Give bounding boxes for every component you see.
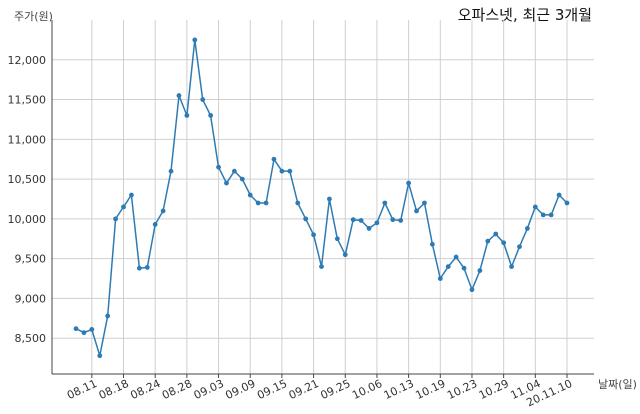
y-tick-label: 10,000 [8, 213, 47, 226]
data-point [493, 231, 499, 237]
data-point [279, 168, 285, 174]
x-tick-label: 08.28 [160, 377, 194, 402]
y-tick-label: 11,500 [8, 94, 47, 107]
data-point [144, 265, 150, 270]
data-point [263, 200, 269, 206]
data-point [525, 226, 530, 231]
x-tick-label: 09.25 [318, 377, 352, 402]
data-point [429, 241, 435, 247]
data-point [556, 192, 562, 198]
data-point [73, 326, 79, 332]
data-point [327, 196, 332, 202]
data-point [231, 168, 237, 174]
data-point [477, 268, 483, 273]
data-point [358, 218, 364, 223]
data-point [239, 176, 245, 182]
data-point [366, 226, 372, 231]
data-point [548, 212, 554, 218]
data-point [382, 200, 388, 206]
grid [52, 20, 594, 374]
data-point [160, 208, 166, 214]
data-point [97, 353, 103, 359]
data-point [255, 200, 261, 206]
data-point [216, 164, 221, 170]
y-tick-label: 12,000 [8, 54, 47, 67]
data-point [509, 264, 514, 270]
data-point [334, 236, 340, 242]
series-line-layer [75, 39, 568, 356]
data-point [414, 208, 419, 214]
data-point [208, 113, 214, 118]
data-point [224, 180, 229, 186]
data-point [105, 313, 111, 319]
data-point [540, 212, 546, 218]
chart-title: 오파스넷, 최근 3개월 [457, 6, 592, 24]
data-point [461, 265, 467, 271]
data-point [113, 216, 118, 222]
data-point [129, 192, 134, 198]
x-tick-label: 09.21 [287, 377, 321, 402]
x-tick-label: 08.18 [97, 377, 131, 402]
data-point [469, 287, 475, 293]
data-point [168, 168, 174, 174]
data-points [73, 37, 570, 359]
data-point [303, 216, 309, 222]
x-tick-label: 10.13 [382, 377, 416, 402]
y-axis-label: 주가(원) [14, 10, 53, 23]
data-point [200, 97, 206, 102]
data-point [350, 217, 356, 223]
x-axis-label: 날짜(일) [598, 378, 637, 391]
data-point [485, 238, 491, 244]
data-point [271, 156, 277, 162]
data-point [445, 264, 451, 270]
x-tick-label: 10.19 [414, 377, 448, 402]
data-point [406, 180, 412, 186]
data-point [422, 200, 427, 206]
x-tick-label: 10.23 [445, 377, 479, 402]
data-point [121, 204, 126, 210]
data-point [532, 204, 538, 210]
data-point [136, 265, 142, 271]
y-tick-label: 8,500 [15, 332, 47, 345]
x-tick-label: 10.29 [477, 377, 511, 402]
y-tick-label: 9,000 [15, 292, 47, 305]
tick-labels: 8,500 9,000 9,500 10,000 10,500 11,000 11,500 1… [8, 54, 575, 410]
data-point [517, 244, 522, 250]
data-point [81, 330, 87, 336]
data-point [184, 113, 190, 118]
data-point [247, 192, 253, 198]
data-point [437, 276, 443, 281]
data-point [311, 232, 316, 238]
x-tick-label: 10.06 [350, 377, 384, 402]
data-point [374, 220, 380, 226]
data-point [287, 168, 293, 174]
x-tick-label: 08.11 [65, 377, 99, 402]
x-tick-label: 09.15 [255, 377, 289, 402]
x-tick-label: 08.24 [128, 377, 162, 402]
data-point [342, 252, 348, 258]
data-point [398, 218, 404, 223]
data-point [564, 200, 570, 206]
x-tick-label: 09.09 [223, 377, 257, 402]
data-point [176, 93, 182, 98]
axes [51, 20, 594, 378]
x-tick-label: 09.03 [192, 377, 226, 402]
data-point [319, 264, 324, 270]
data-point [295, 200, 301, 206]
data-point [390, 217, 396, 223]
y-tick-label: 11,000 [8, 133, 47, 146]
y-tick-label: 10,500 [8, 173, 47, 186]
y-tick-label: 9,500 [15, 253, 47, 266]
data-point [152, 222, 158, 227]
data-point [89, 327, 95, 332]
data-point [501, 240, 507, 246]
data-point [453, 254, 459, 260]
series-line [75, 39, 568, 356]
data-point [192, 37, 198, 43]
